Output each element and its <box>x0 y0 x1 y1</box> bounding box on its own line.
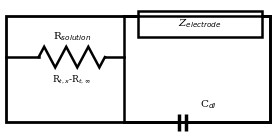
Text: R$_{t,x}$-R$_{t,\infty}$: R$_{t,x}$-R$_{t,\infty}$ <box>52 74 91 86</box>
Text: Z$_{electrode}$: Z$_{electrode}$ <box>178 17 222 30</box>
Text: C$_{dl}$: C$_{dl}$ <box>200 98 217 111</box>
Bar <box>6 16 270 122</box>
Text: R$_{solution}$: R$_{solution}$ <box>53 30 91 43</box>
Bar <box>138 11 262 37</box>
